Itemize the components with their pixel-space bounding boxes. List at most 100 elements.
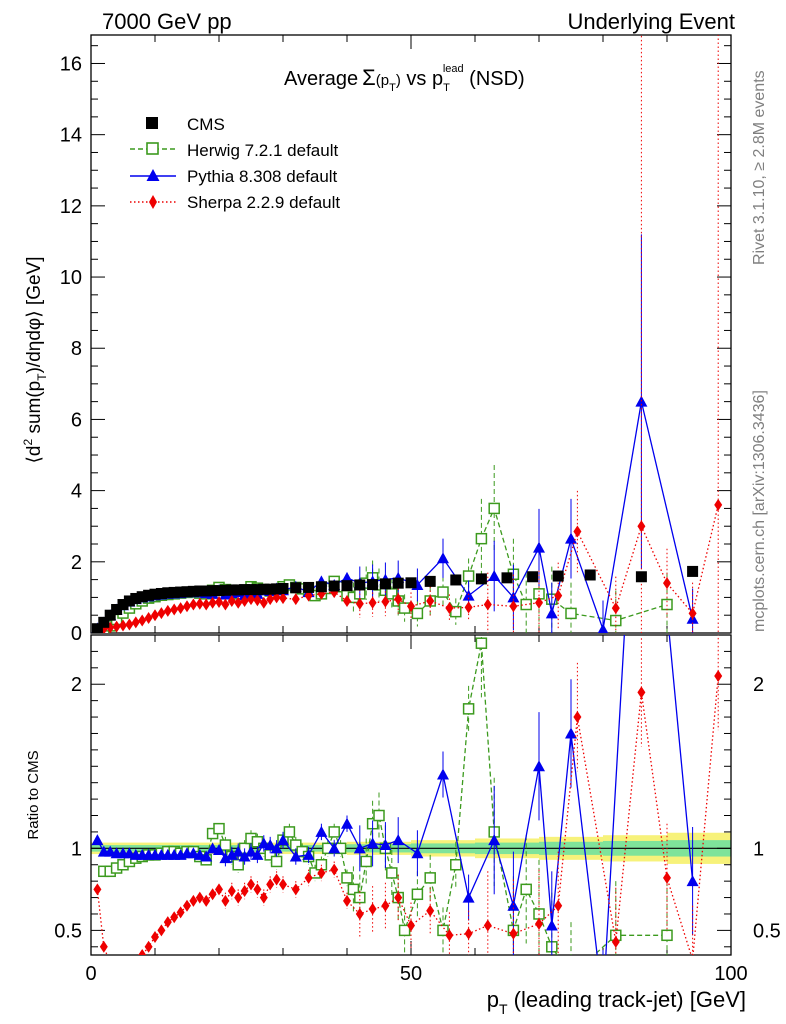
pythia-ratio-point xyxy=(392,834,405,846)
cms-point xyxy=(328,580,340,592)
y-tick-label: 16 xyxy=(60,53,82,75)
herwig-ratio-point xyxy=(437,924,449,937)
x-tick-label: 50 xyxy=(400,963,422,985)
ratio-series-group xyxy=(91,635,723,981)
herwig-ratio-point xyxy=(270,855,283,868)
sherpa-point xyxy=(227,594,236,607)
sherpa-point xyxy=(247,593,255,606)
cms-point xyxy=(98,616,110,628)
sherpa-point xyxy=(240,594,249,607)
herwig-point xyxy=(386,588,398,600)
sherpa-ratio-point xyxy=(195,891,204,904)
herwig-ratio-point xyxy=(411,888,424,901)
legend-label-cms: CMS xyxy=(187,115,225,134)
cms-point xyxy=(130,592,142,604)
mcplots-source-label: mcplots.cern.ch [arXiv:1306.3436] xyxy=(751,390,768,632)
sherpa-point xyxy=(106,621,115,633)
cms-point xyxy=(341,580,353,592)
sherpa-point xyxy=(208,596,217,609)
sherpa-ratio-point xyxy=(304,871,313,884)
cms-point xyxy=(354,579,366,591)
sherpa-point xyxy=(381,595,390,608)
sherpa-ratio-point xyxy=(691,953,694,955)
pythia-ratio-point xyxy=(238,850,251,862)
sherpa-ratio-point xyxy=(189,894,198,907)
pythia-ratio-point xyxy=(200,850,213,862)
sherpa-point xyxy=(407,600,415,613)
pythia-ratio-point xyxy=(341,817,353,829)
x-axis-label: pT (leading track-jet) [GeV] xyxy=(487,987,746,1017)
cms-point xyxy=(207,585,219,597)
herwig-ratio-point xyxy=(566,971,576,981)
cms-point xyxy=(181,586,193,598)
legend-label-sherpa: Sherpa 2.2.9 default xyxy=(187,193,340,212)
sherpa-ratio-point xyxy=(151,930,159,943)
pythia-ratio-point xyxy=(315,825,328,837)
cms-point xyxy=(187,585,199,597)
sherpa-ratio-point xyxy=(573,711,582,724)
ratio-tick-label: 1 xyxy=(71,838,82,860)
sherpa-ratio-point xyxy=(183,899,191,912)
pythia-point xyxy=(597,623,609,633)
cms-point xyxy=(290,582,302,594)
cms-point xyxy=(392,577,404,589)
sherpa-ratio-point xyxy=(714,670,723,683)
legend: CMS Herwig 7.2.1 default Pythia 8.308 de… xyxy=(130,115,340,212)
pythia-ratio-point xyxy=(213,843,225,855)
sherpa-ratio-point xyxy=(157,924,166,937)
cms-point xyxy=(168,586,180,598)
cms-point xyxy=(584,569,596,581)
sherpa-ratio-point xyxy=(317,866,326,879)
sherpa-ratio-point xyxy=(215,883,223,896)
pythia-ratio-point xyxy=(411,847,424,859)
pythia-point xyxy=(488,570,501,582)
pythia-ratio-point xyxy=(264,839,277,851)
cms-point xyxy=(245,584,257,596)
pythia-ratio-point xyxy=(245,845,257,857)
sherpa-point xyxy=(279,592,287,605)
herwig-point xyxy=(565,607,577,620)
sherpa-point xyxy=(119,619,127,632)
pythia-ratio-point xyxy=(353,842,366,854)
sherpa-point xyxy=(535,596,543,609)
sherpa-point xyxy=(445,602,454,615)
ratio-tick-label-right: 2 xyxy=(753,674,764,696)
herwig-ratio-point xyxy=(373,809,385,822)
cms-point xyxy=(405,577,417,589)
y-tick-label: 12 xyxy=(60,196,82,218)
chart-title: Average Σ(pT) vs pTlead (NSD) xyxy=(284,63,525,94)
cms-point xyxy=(635,571,647,583)
pythia-ratio-point xyxy=(533,760,545,772)
sherpa-point xyxy=(215,596,223,609)
sherpa-point xyxy=(170,603,179,616)
sherpa-point xyxy=(663,577,671,590)
cms-point xyxy=(367,579,379,591)
sherpa-ratio-point xyxy=(176,906,185,919)
pythia-ratio-point xyxy=(686,875,699,887)
cms-point xyxy=(143,589,155,601)
sherpa-point xyxy=(554,589,563,602)
pythia-ratio-point xyxy=(507,899,520,911)
herwig-point xyxy=(437,586,449,598)
sherpa-ratio-point xyxy=(221,894,230,907)
sherpa-ratio-point xyxy=(637,686,646,699)
sherpa-ratio-point xyxy=(554,899,563,912)
sherpa-point xyxy=(157,607,166,620)
cms-point xyxy=(149,588,161,600)
pythia-point xyxy=(507,591,520,603)
pythia-ratio-point xyxy=(289,850,302,862)
pythia-point xyxy=(341,571,353,583)
y-tick-label: 10 xyxy=(60,267,82,289)
sherpa-point xyxy=(144,612,153,625)
sherpa-point xyxy=(714,498,723,511)
ratio-y-axis-label: Ratio to CMS xyxy=(25,750,42,839)
y-tick-label: 14 xyxy=(60,125,82,147)
sherpa-point xyxy=(611,602,620,615)
sherpa-point xyxy=(195,597,204,610)
cms-point xyxy=(251,584,263,596)
cms-point xyxy=(552,570,564,582)
sherpa-ratio-point xyxy=(138,949,147,955)
pythia-ratio-point xyxy=(462,891,475,903)
sherpa-ratio-point xyxy=(119,964,127,976)
